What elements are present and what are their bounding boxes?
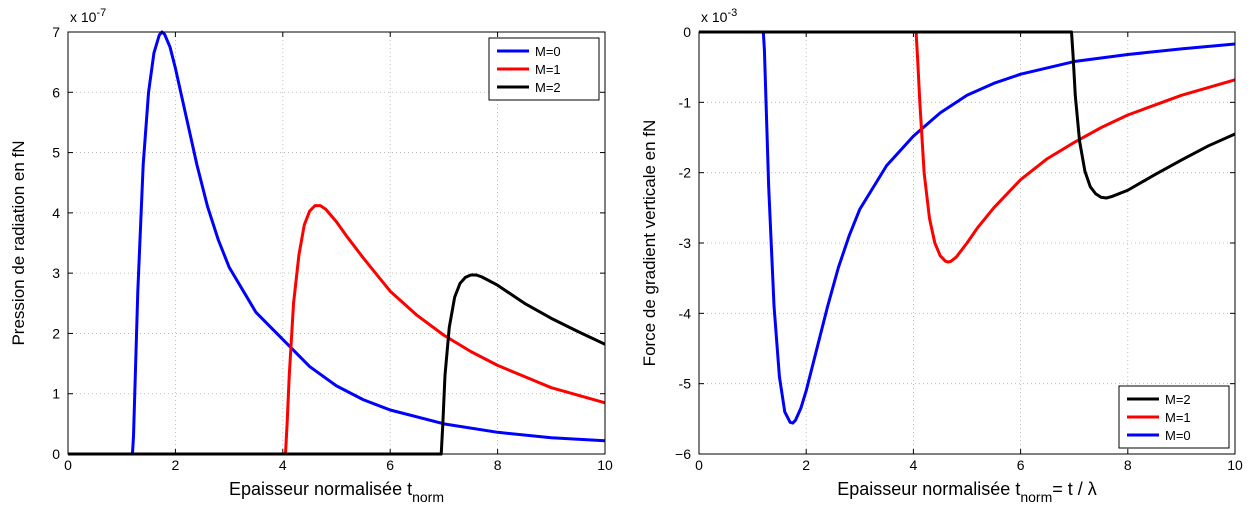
- x-tick-label: 2: [802, 457, 810, 473]
- series-line-m1: [68, 204, 605, 456]
- x-tick-label: 8: [1124, 457, 1132, 473]
- chart-1: 0 2 4 6 8 10 0 1 2 3 4 5 6 7 x 10-7 Epaisseur normalisé…: [9, 7, 613, 505]
- y-tick-label: 2: [52, 325, 60, 341]
- y-tick-label: 0: [683, 24, 691, 40]
- x-tick-label: 6: [1017, 457, 1025, 473]
- legend-label: M=1: [1165, 410, 1191, 425]
- series-line-m0: [699, 30, 1235, 425]
- x-tick-label: 8: [494, 457, 502, 473]
- legend-label: M=2: [1165, 392, 1191, 407]
- series-line-m2: [68, 273, 605, 456]
- chart-2: 0 2 4 6 8 10 0 -1 -2 -3 -4 -5 −6 x 10-3 Epaisseur norm…: [640, 7, 1243, 505]
- legend-label: M=2: [535, 80, 561, 95]
- series-group: [68, 30, 605, 456]
- legend: M=0 M=1 M=2: [488, 37, 600, 101]
- y-tick-label: -1: [679, 94, 692, 110]
- x-tick-label: 4: [279, 457, 287, 473]
- series-line-m1: [699, 30, 1235, 264]
- grid: [68, 32, 605, 454]
- y-tick-label: 0: [52, 446, 60, 462]
- y-tick-label: 3: [52, 265, 60, 281]
- legend-label: M=0: [1165, 428, 1191, 443]
- x-tick-label: 4: [910, 457, 918, 473]
- y-axis-label: Force de gradient verticale en fN: [640, 120, 659, 367]
- x-tick-label: 10: [597, 457, 613, 473]
- legend-label: M=1: [535, 62, 561, 77]
- y-tick-label: -5: [679, 376, 692, 392]
- x-tick-label: 6: [386, 457, 394, 473]
- x-tick-label: 0: [64, 457, 72, 473]
- series-line-m2: [699, 30, 1235, 200]
- y-tick-label: -3: [679, 235, 692, 251]
- y-tick-label: -2: [679, 165, 692, 181]
- series-group: [699, 30, 1235, 425]
- x-tick-label: 2: [172, 457, 180, 473]
- y-tick-label: 1: [52, 386, 60, 402]
- x-axis-label: Epaisseur normalisée tnorm: [229, 479, 444, 505]
- axis-multiplier: x 10-3: [701, 7, 737, 25]
- axis-multiplier: x 10-7: [70, 7, 106, 25]
- x-tick-label: 0: [695, 457, 703, 473]
- axes-box: [67, 31, 606, 455]
- legend: M=2 M=1 M=0: [1118, 385, 1230, 449]
- y-tick-label: −6: [675, 446, 691, 462]
- x-tick-label: 10: [1227, 457, 1243, 473]
- y-tick-label: 4: [52, 205, 60, 221]
- legend-label: M=0: [535, 44, 561, 59]
- y-tick-label: 5: [52, 145, 60, 161]
- y-axis-label: Pression de radiation en fN: [9, 140, 28, 345]
- series-line-m0: [68, 30, 605, 456]
- y-tick-label: 6: [52, 84, 60, 100]
- y-tick-label: -4: [679, 305, 692, 321]
- y-tick-label: 7: [52, 24, 60, 40]
- x-axis-label: Epaisseur normalisée tnorm= t / λ: [837, 479, 1097, 505]
